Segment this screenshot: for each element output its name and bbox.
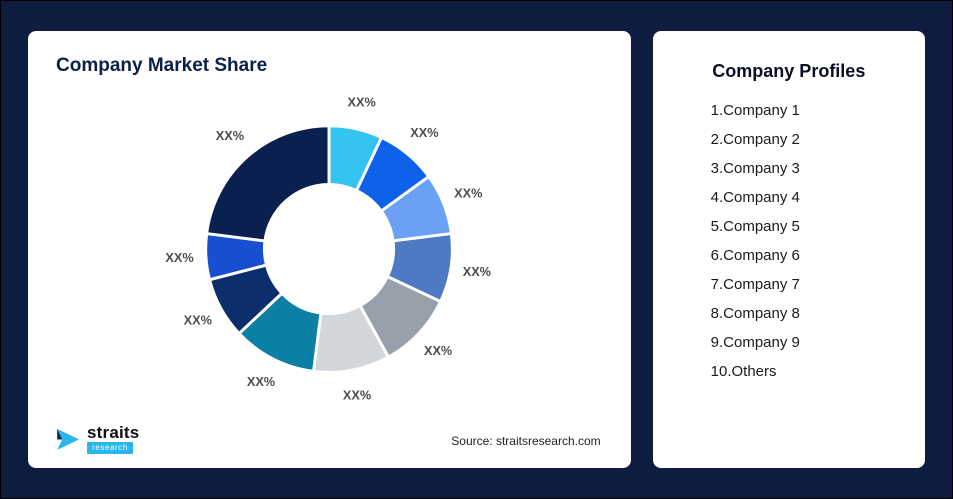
slice-data-label-2: XX% — [411, 125, 439, 140]
slice-data-label-5: XX% — [424, 342, 452, 357]
company-profile-item: 6.Company 6 — [710, 247, 800, 264]
logo-subtitle: research — [87, 442, 133, 454]
card-footer: straits research Source: straitsresearch… — [54, 424, 605, 454]
logo-wordmark: straits — [87, 423, 140, 442]
slice-data-label-3: XX% — [454, 185, 482, 200]
slice-data-label-4: XX% — [463, 263, 491, 278]
slice-data-label-10: XX% — [216, 128, 244, 143]
company-profiles-card: Company Profiles 1.Company 1 2.Company 2 3… — [652, 31, 925, 468]
company-profile-item: 5.Company 5 — [710, 218, 800, 235]
slice-data-label-7: XX% — [247, 373, 275, 388]
slice-data-label-1: XX% — [348, 94, 376, 109]
company-profile-item: 8.Company 8 — [710, 305, 800, 322]
slice-data-label-6: XX% — [343, 387, 371, 402]
company-profile-item: 4.Company 4 — [710, 189, 800, 206]
company-profile-item: 10.Others — [710, 363, 777, 380]
logo-icon — [57, 428, 79, 450]
profiles-title: Company Profiles — [712, 61, 866, 81]
company-profiles-list: 1.Company 1 2.Company 2 3.Company 3 4.Compa… — [653, 102, 925, 380]
chart-title: Company Market Share — [56, 55, 268, 76]
company-profile-item: 2.Company 2 — [710, 131, 800, 148]
company-profile-item: 3.Company 3 — [710, 160, 800, 177]
company-profile-item: 1.Company 1 — [710, 102, 800, 119]
source-text: Source: straitsresearch.com — [451, 434, 601, 448]
company-profile-item: 9.Company 9 — [710, 334, 800, 351]
company-profile-item: 7.Company 7 — [710, 276, 800, 293]
slice-data-label-8: XX% — [184, 312, 212, 327]
market-share-card: Company Market Share XX% XX% XX% XX% XX% XX% X… — [28, 31, 631, 468]
logo-text: straits research — [87, 424, 139, 454]
donut-slice-10 — [205, 123, 331, 242]
slice-data-label-9: XX% — [166, 249, 194, 264]
donut-chart: XX% XX% XX% XX% XX% XX% XX% XX% XX% XX% — [166, 94, 492, 402]
straits-research-logo: straits research — [54, 424, 139, 454]
donut-chart-area: XX% XX% XX% XX% XX% XX% XX% XX% XX% XX% — [54, 77, 605, 424]
